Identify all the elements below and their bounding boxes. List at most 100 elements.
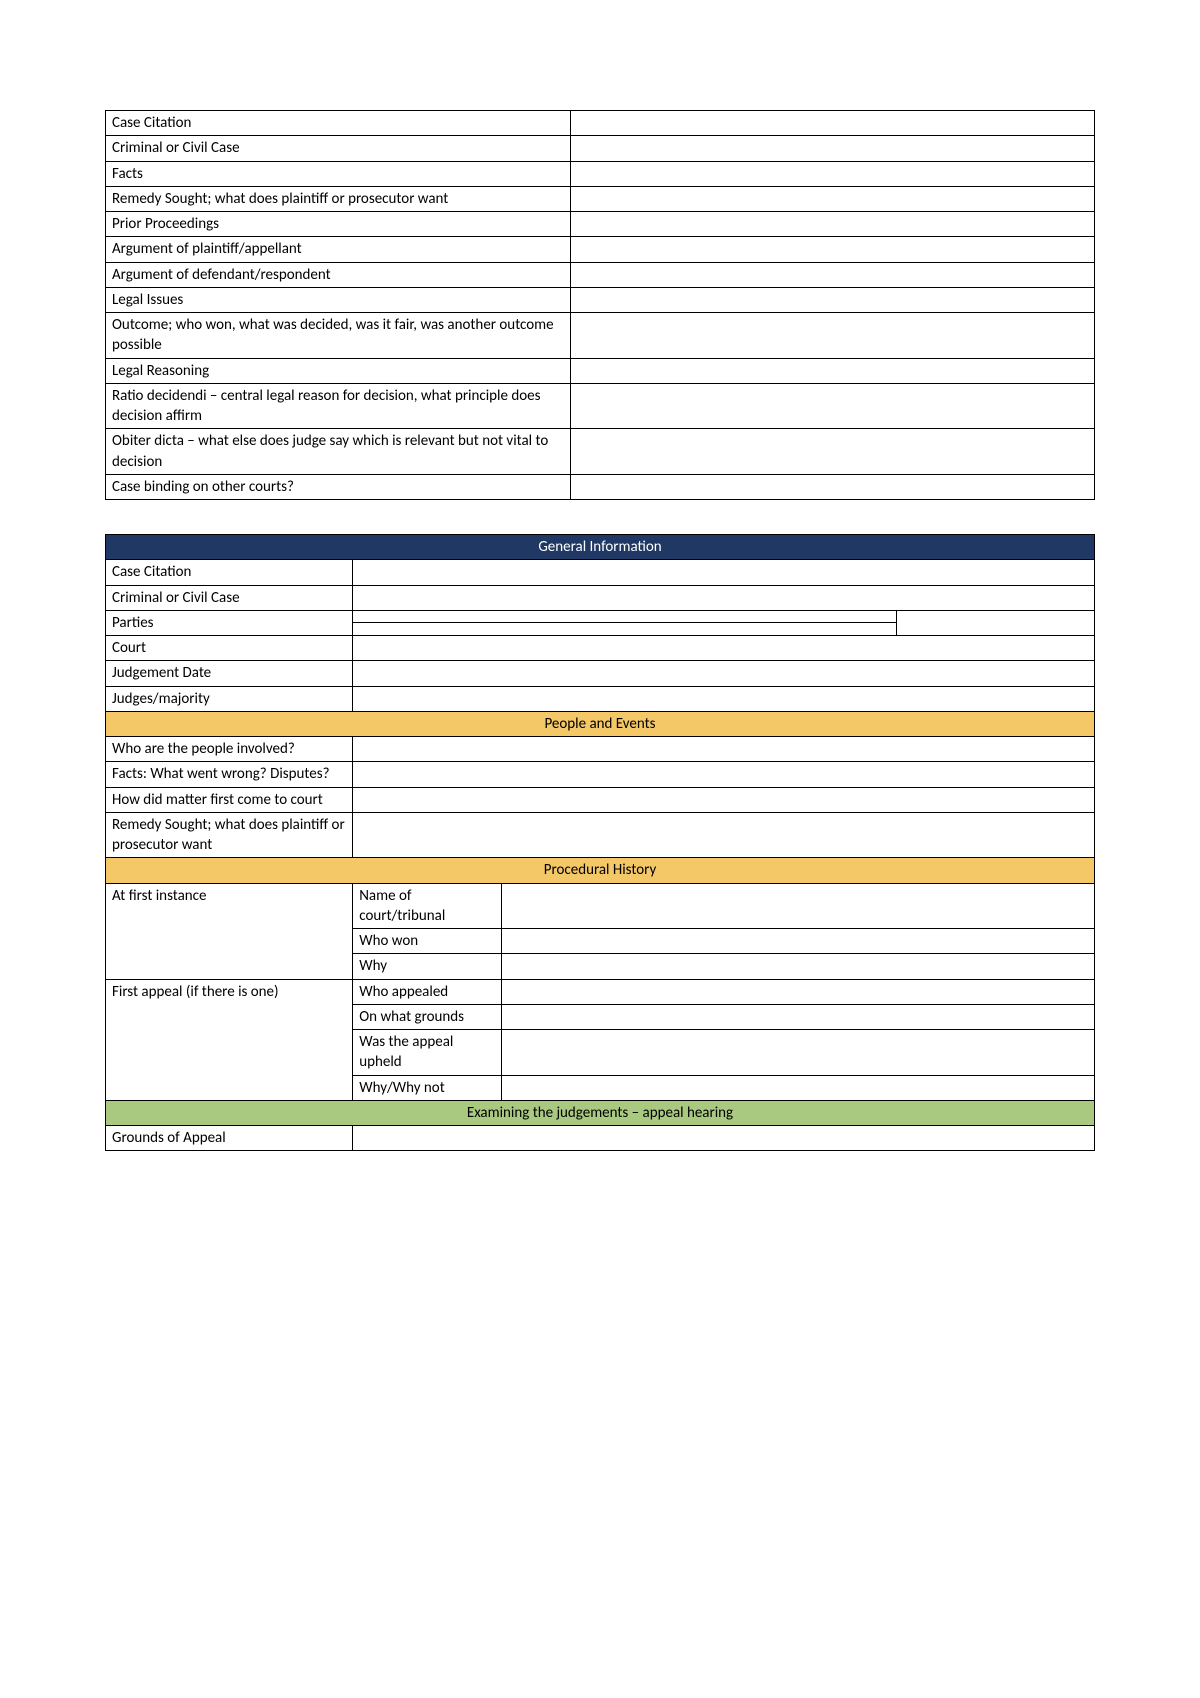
table-row: Who are the people involved? [106, 737, 1095, 762]
table-row: Legal Reasoning [106, 358, 1095, 383]
row-label: Judges/majority [106, 686, 353, 711]
row-value [570, 212, 1094, 237]
row-label: Remedy Sought; what does plaintiff or pr… [106, 186, 571, 211]
spacer [105, 500, 1095, 534]
table-row: Argument of defendant/respondent [106, 262, 1095, 287]
page: Case Citation Criminal or Civil Case Fac… [0, 0, 1200, 1698]
row-value [501, 1004, 1094, 1029]
row-label: Argument of defendant/respondent [106, 262, 571, 287]
row-label: Criminal or Civil Case [106, 585, 353, 610]
row-value [570, 262, 1094, 287]
row-value [570, 186, 1094, 211]
table-row: Prior Proceedings [106, 212, 1095, 237]
table-row: Judgement Date [106, 661, 1095, 686]
table-row: Case Citation [106, 111, 1095, 136]
section-header-row: Procedural History [106, 858, 1095, 883]
row-label: Remedy Sought; what does plaintiff or pr… [106, 812, 353, 858]
row-value [353, 1126, 1095, 1151]
row-label: Outcome; who won, what was decided, was … [106, 313, 571, 359]
row-label: How did matter first come to court [106, 787, 353, 812]
row-value [570, 429, 1094, 475]
table-row: Remedy Sought; what does plaintiff or pr… [106, 186, 1095, 211]
row-value [570, 136, 1094, 161]
row-value [570, 237, 1094, 262]
row-value [570, 161, 1094, 186]
row-value [353, 686, 1095, 711]
table-row: First appeal (if there is one) Who appea… [106, 979, 1095, 1004]
row-value [501, 979, 1094, 1004]
row-value [501, 929, 1094, 954]
row-value [570, 111, 1094, 136]
table-row: Legal Issues [106, 287, 1095, 312]
table-row: Case Citation [106, 560, 1095, 585]
sub-label: Why/Why not [353, 1075, 501, 1100]
sub-label: On what grounds [353, 1004, 501, 1029]
row-value [353, 560, 1095, 585]
table-row: Grounds of Appeal [106, 1126, 1095, 1151]
table-row: Criminal or Civil Case [106, 136, 1095, 161]
row-label: Legal Reasoning [106, 358, 571, 383]
row-value [353, 661, 1095, 686]
row-value [570, 474, 1094, 499]
row-value [353, 636, 1095, 661]
table-row: How did matter first come to court [106, 787, 1095, 812]
row-label: Judgement Date [106, 661, 353, 686]
table-row: Ratio decidendi – central legal reason f… [106, 383, 1095, 429]
row-value-party-1 [353, 610, 897, 623]
table-row: Case binding on other courts? [106, 474, 1095, 499]
row-label: Criminal or Civil Case [106, 136, 571, 161]
table-row: Obiter dicta – what else does judge say … [106, 429, 1095, 475]
table-row: Outcome; who won, what was decided, was … [106, 313, 1095, 359]
sub-label: Who appealed [353, 979, 501, 1004]
section-header-people-and-events: People and Events [106, 711, 1095, 736]
row-value [501, 1030, 1094, 1076]
row-label: Parties [106, 610, 353, 635]
row-label: Legal Issues [106, 287, 571, 312]
row-value [353, 585, 1095, 610]
table-row: Court [106, 636, 1095, 661]
section-header-row: People and Events [106, 711, 1095, 736]
row-value [353, 787, 1095, 812]
sub-label: Who won [353, 929, 501, 954]
row-label: Case Citation [106, 111, 571, 136]
section-header-examining-judgements: Examining the judgements – appeal hearin… [106, 1100, 1095, 1125]
table-row: At first instance Name of court/tribunal [106, 883, 1095, 929]
row-value [570, 313, 1094, 359]
row-value [501, 883, 1094, 929]
case-note-table-simple: Case Citation Criminal or Civil Case Fac… [105, 110, 1095, 500]
section-header-general-information: General Information [106, 535, 1095, 560]
row-value [570, 287, 1094, 312]
row-value [353, 737, 1095, 762]
table-row: Judges/majority [106, 686, 1095, 711]
row-label: Who are the people involved? [106, 737, 353, 762]
row-label: At first instance [106, 883, 353, 979]
row-label: Obiter dicta – what else does judge say … [106, 429, 571, 475]
row-label: Argument of plaintiff/appellant [106, 237, 571, 262]
row-value [353, 812, 1095, 858]
section-header-procedural-history: Procedural History [106, 858, 1095, 883]
table-row: Argument of plaintiff/appellant [106, 237, 1095, 262]
row-label: Prior Proceedings [106, 212, 571, 237]
table-row: Facts: What went wrong? Disputes? [106, 762, 1095, 787]
row-value [570, 383, 1094, 429]
row-label: Facts [106, 161, 571, 186]
sub-label: Was the appeal upheld [353, 1030, 501, 1076]
row-value-party-side [897, 610, 1095, 635]
row-value [570, 358, 1094, 383]
section-header-row: General Information [106, 535, 1095, 560]
table-row: Facts [106, 161, 1095, 186]
row-value [353, 762, 1095, 787]
sub-label: Why [353, 954, 501, 979]
sub-label: Name of court/tribunal [353, 883, 501, 929]
row-label: Case binding on other courts? [106, 474, 571, 499]
case-note-table-detailed: General Information Case Citation Crimin… [105, 534, 1095, 1151]
table-row: Parties [106, 610, 1095, 623]
row-label: Case Citation [106, 560, 353, 585]
row-value [501, 954, 1094, 979]
row-value [501, 1075, 1094, 1100]
row-label: Grounds of Appeal [106, 1126, 353, 1151]
row-label: First appeal (if there is one) [106, 979, 353, 1100]
section-header-row: Examining the judgements – appeal hearin… [106, 1100, 1095, 1125]
table-row: Criminal or Civil Case [106, 585, 1095, 610]
row-label: Ratio decidendi – central legal reason f… [106, 383, 571, 429]
